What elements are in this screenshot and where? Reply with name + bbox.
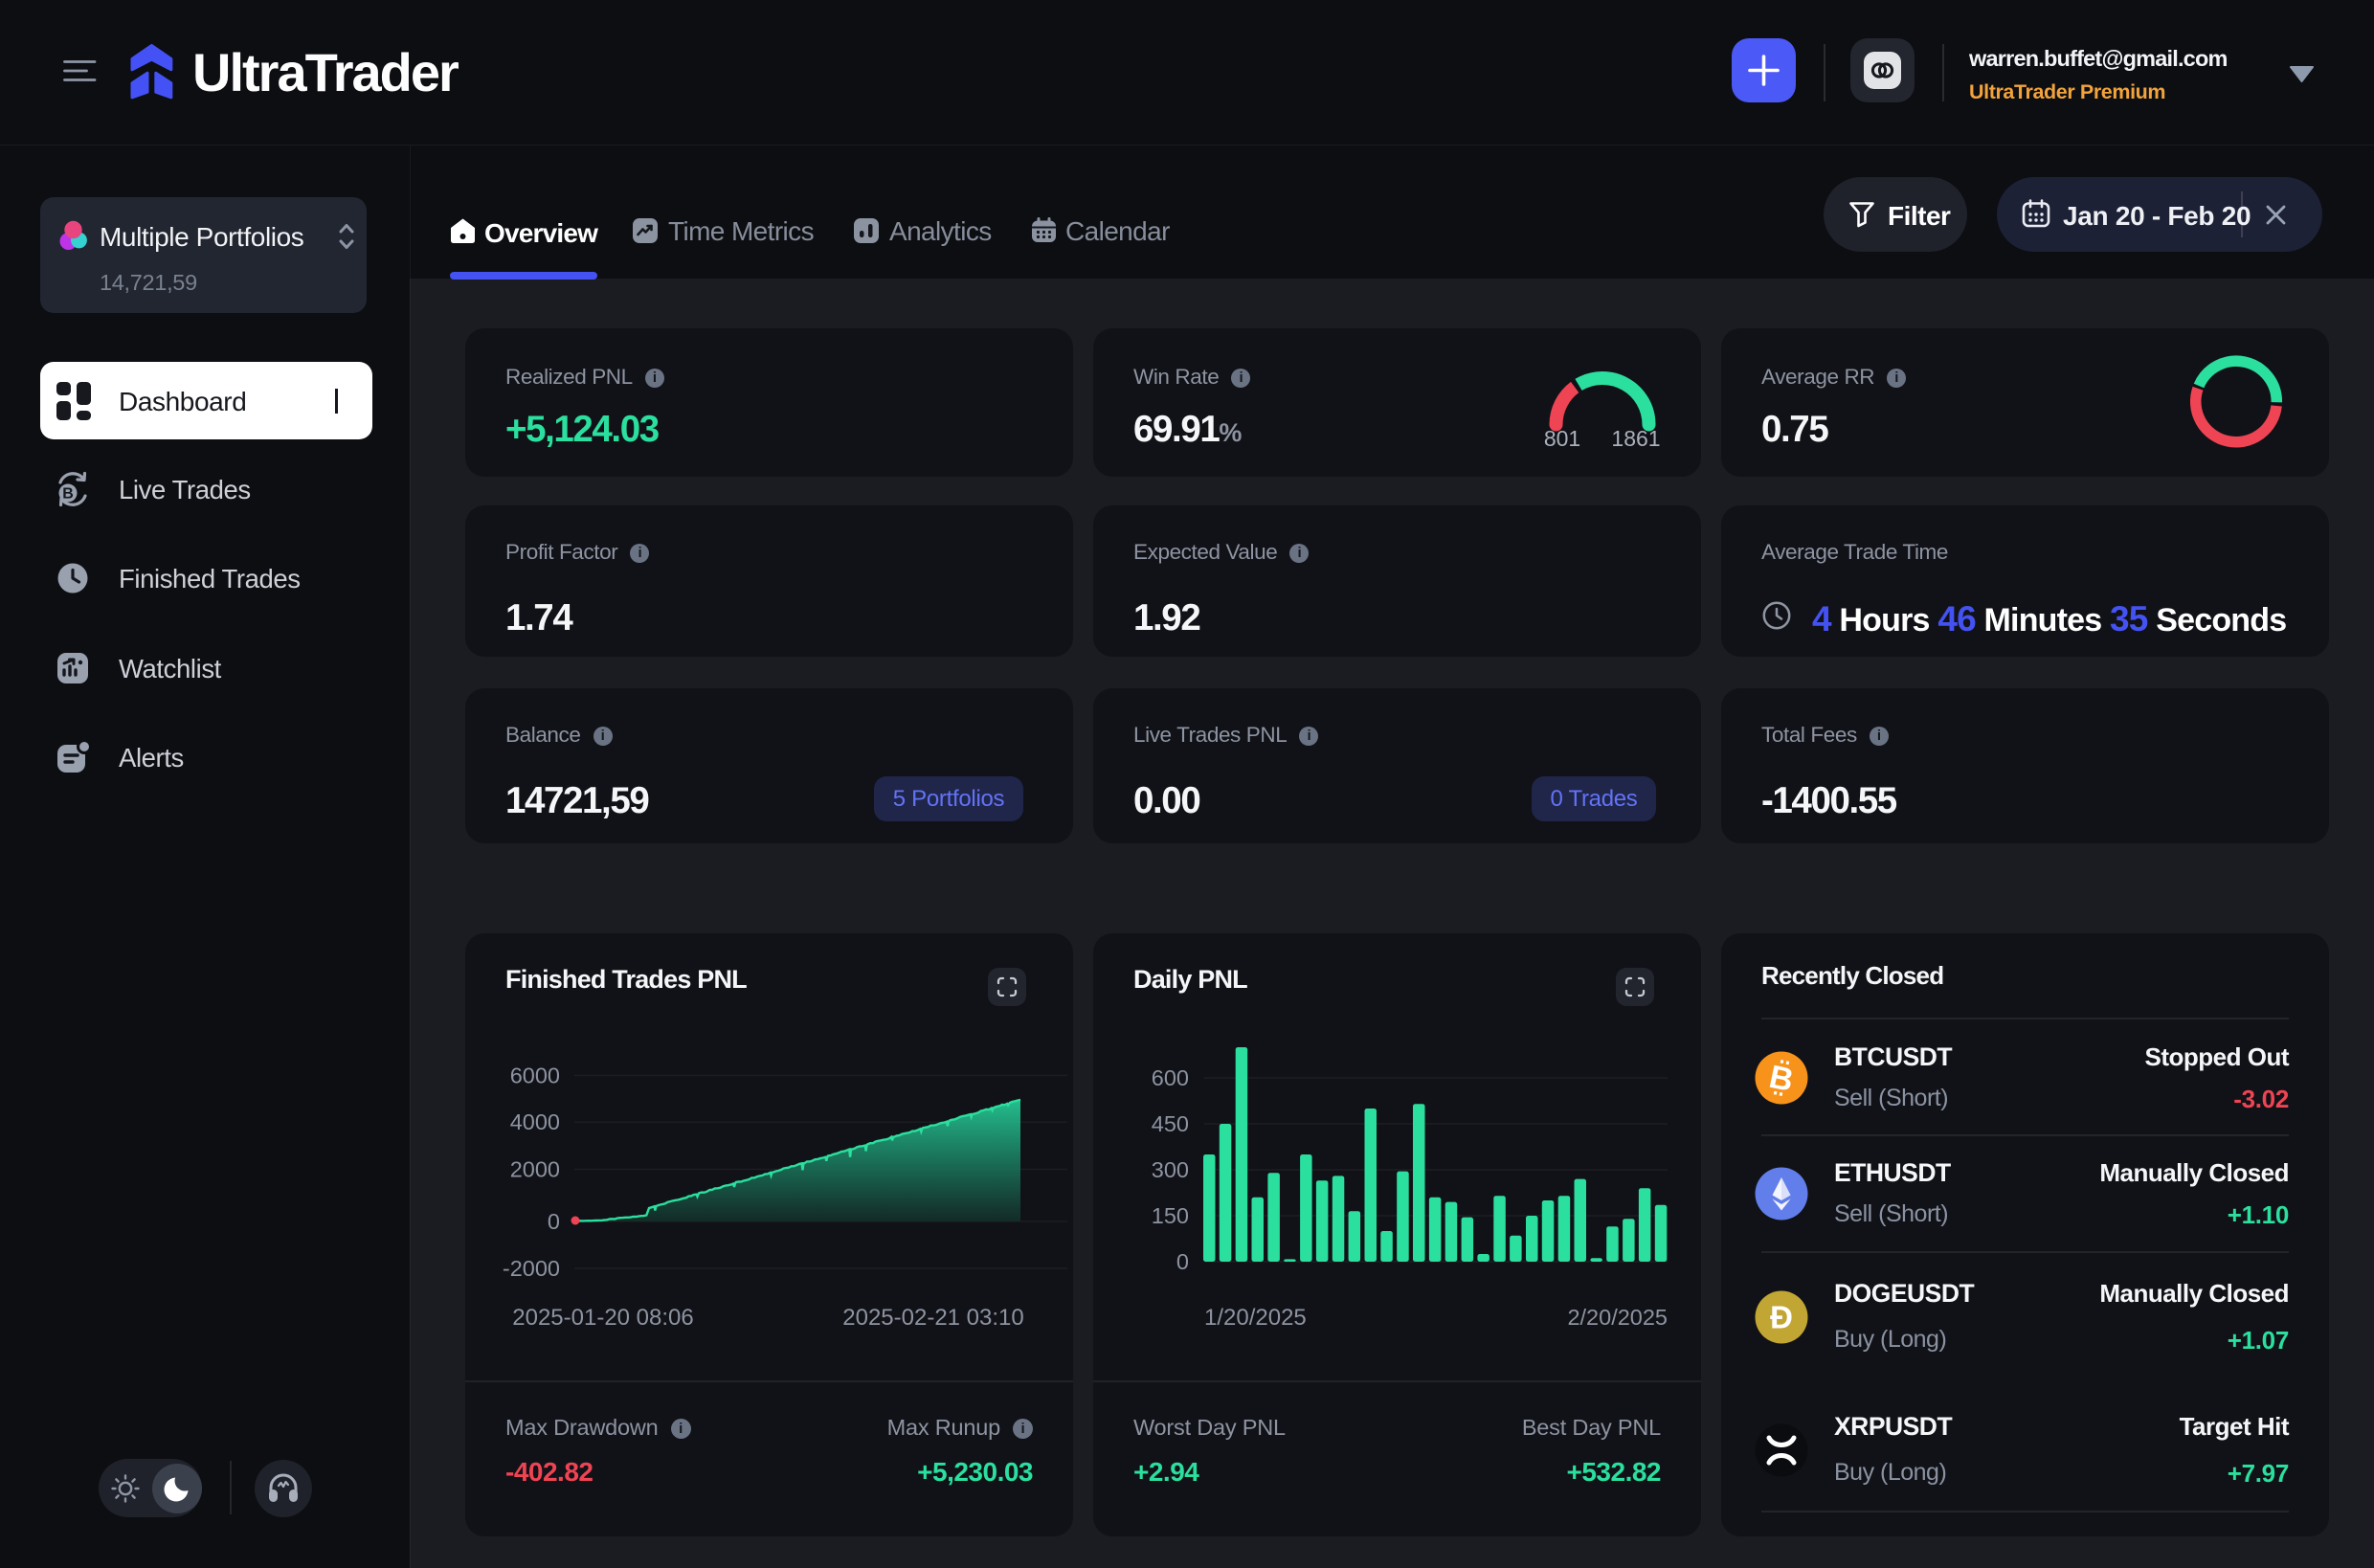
svg-text:150: 150 [1152,1203,1189,1228]
svg-text:B: B [62,486,74,503]
svg-text:0: 0 [1176,1249,1189,1274]
svg-text:-2000: -2000 [503,1256,560,1281]
svg-text:2025-01-20 08:06: 2025-01-20 08:06 [512,1305,694,1331]
svg-text:6000: 6000 [510,1063,560,1087]
svg-text:300: 300 [1152,1157,1189,1182]
svg-text:600: 600 [1152,1065,1189,1090]
svg-text:801: 801 [1544,426,1580,451]
svg-text:2/20/2025: 2/20/2025 [1567,1305,1668,1330]
svg-text:1/20/2025: 1/20/2025 [1204,1305,1307,1331]
svg-text:0: 0 [548,1209,560,1234]
svg-text:2000: 2000 [510,1157,560,1182]
svg-text:4000: 4000 [510,1109,560,1134]
svg-text:450: 450 [1152,1111,1189,1136]
svg-text:1861: 1861 [1611,426,1660,451]
svg-text:2025-02-21 03:10: 2025-02-21 03:10 [842,1305,1024,1331]
svg-text:Đ: Đ [1770,1300,1793,1335]
